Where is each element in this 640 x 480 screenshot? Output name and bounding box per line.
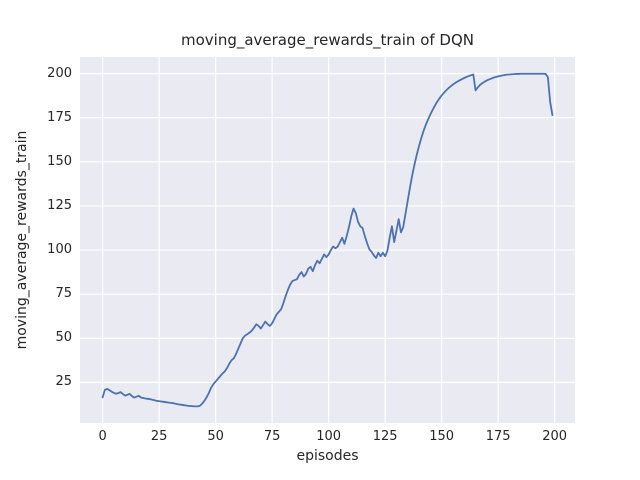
y-tick-label: 125	[47, 197, 72, 213]
x-tick-label: 50	[207, 429, 224, 444]
x-tick-label: 75	[263, 429, 281, 444]
chart-title: moving_average_rewards_train of DQN	[180, 31, 475, 49]
y-tick-label: 75	[55, 286, 72, 302]
x-tick-label: 175	[485, 429, 511, 444]
plot-area	[80, 57, 575, 423]
x-tick-label: 0	[98, 429, 107, 444]
x-tick-label: 150	[429, 429, 455, 444]
y-tick-label: 150	[47, 153, 72, 169]
x-tick-label: 25	[150, 429, 168, 444]
y-tick-label: 100	[47, 242, 72, 258]
y-tick-label: 200	[47, 65, 72, 81]
x-tick-label: 125	[372, 429, 398, 444]
y-axis-label: moving_average_rewards_train	[14, 130, 30, 350]
reward-line	[101, 72, 554, 408]
x-tick-label: 200	[542, 429, 568, 444]
y-tick-label: 50	[55, 330, 72, 346]
x-tick-label: 100	[316, 429, 342, 444]
y-tick-label: 25	[55, 374, 72, 390]
x-axis-label: episodes	[296, 448, 359, 464]
y-tick-label: 175	[47, 109, 72, 125]
line-plot-svg	[80, 57, 575, 423]
